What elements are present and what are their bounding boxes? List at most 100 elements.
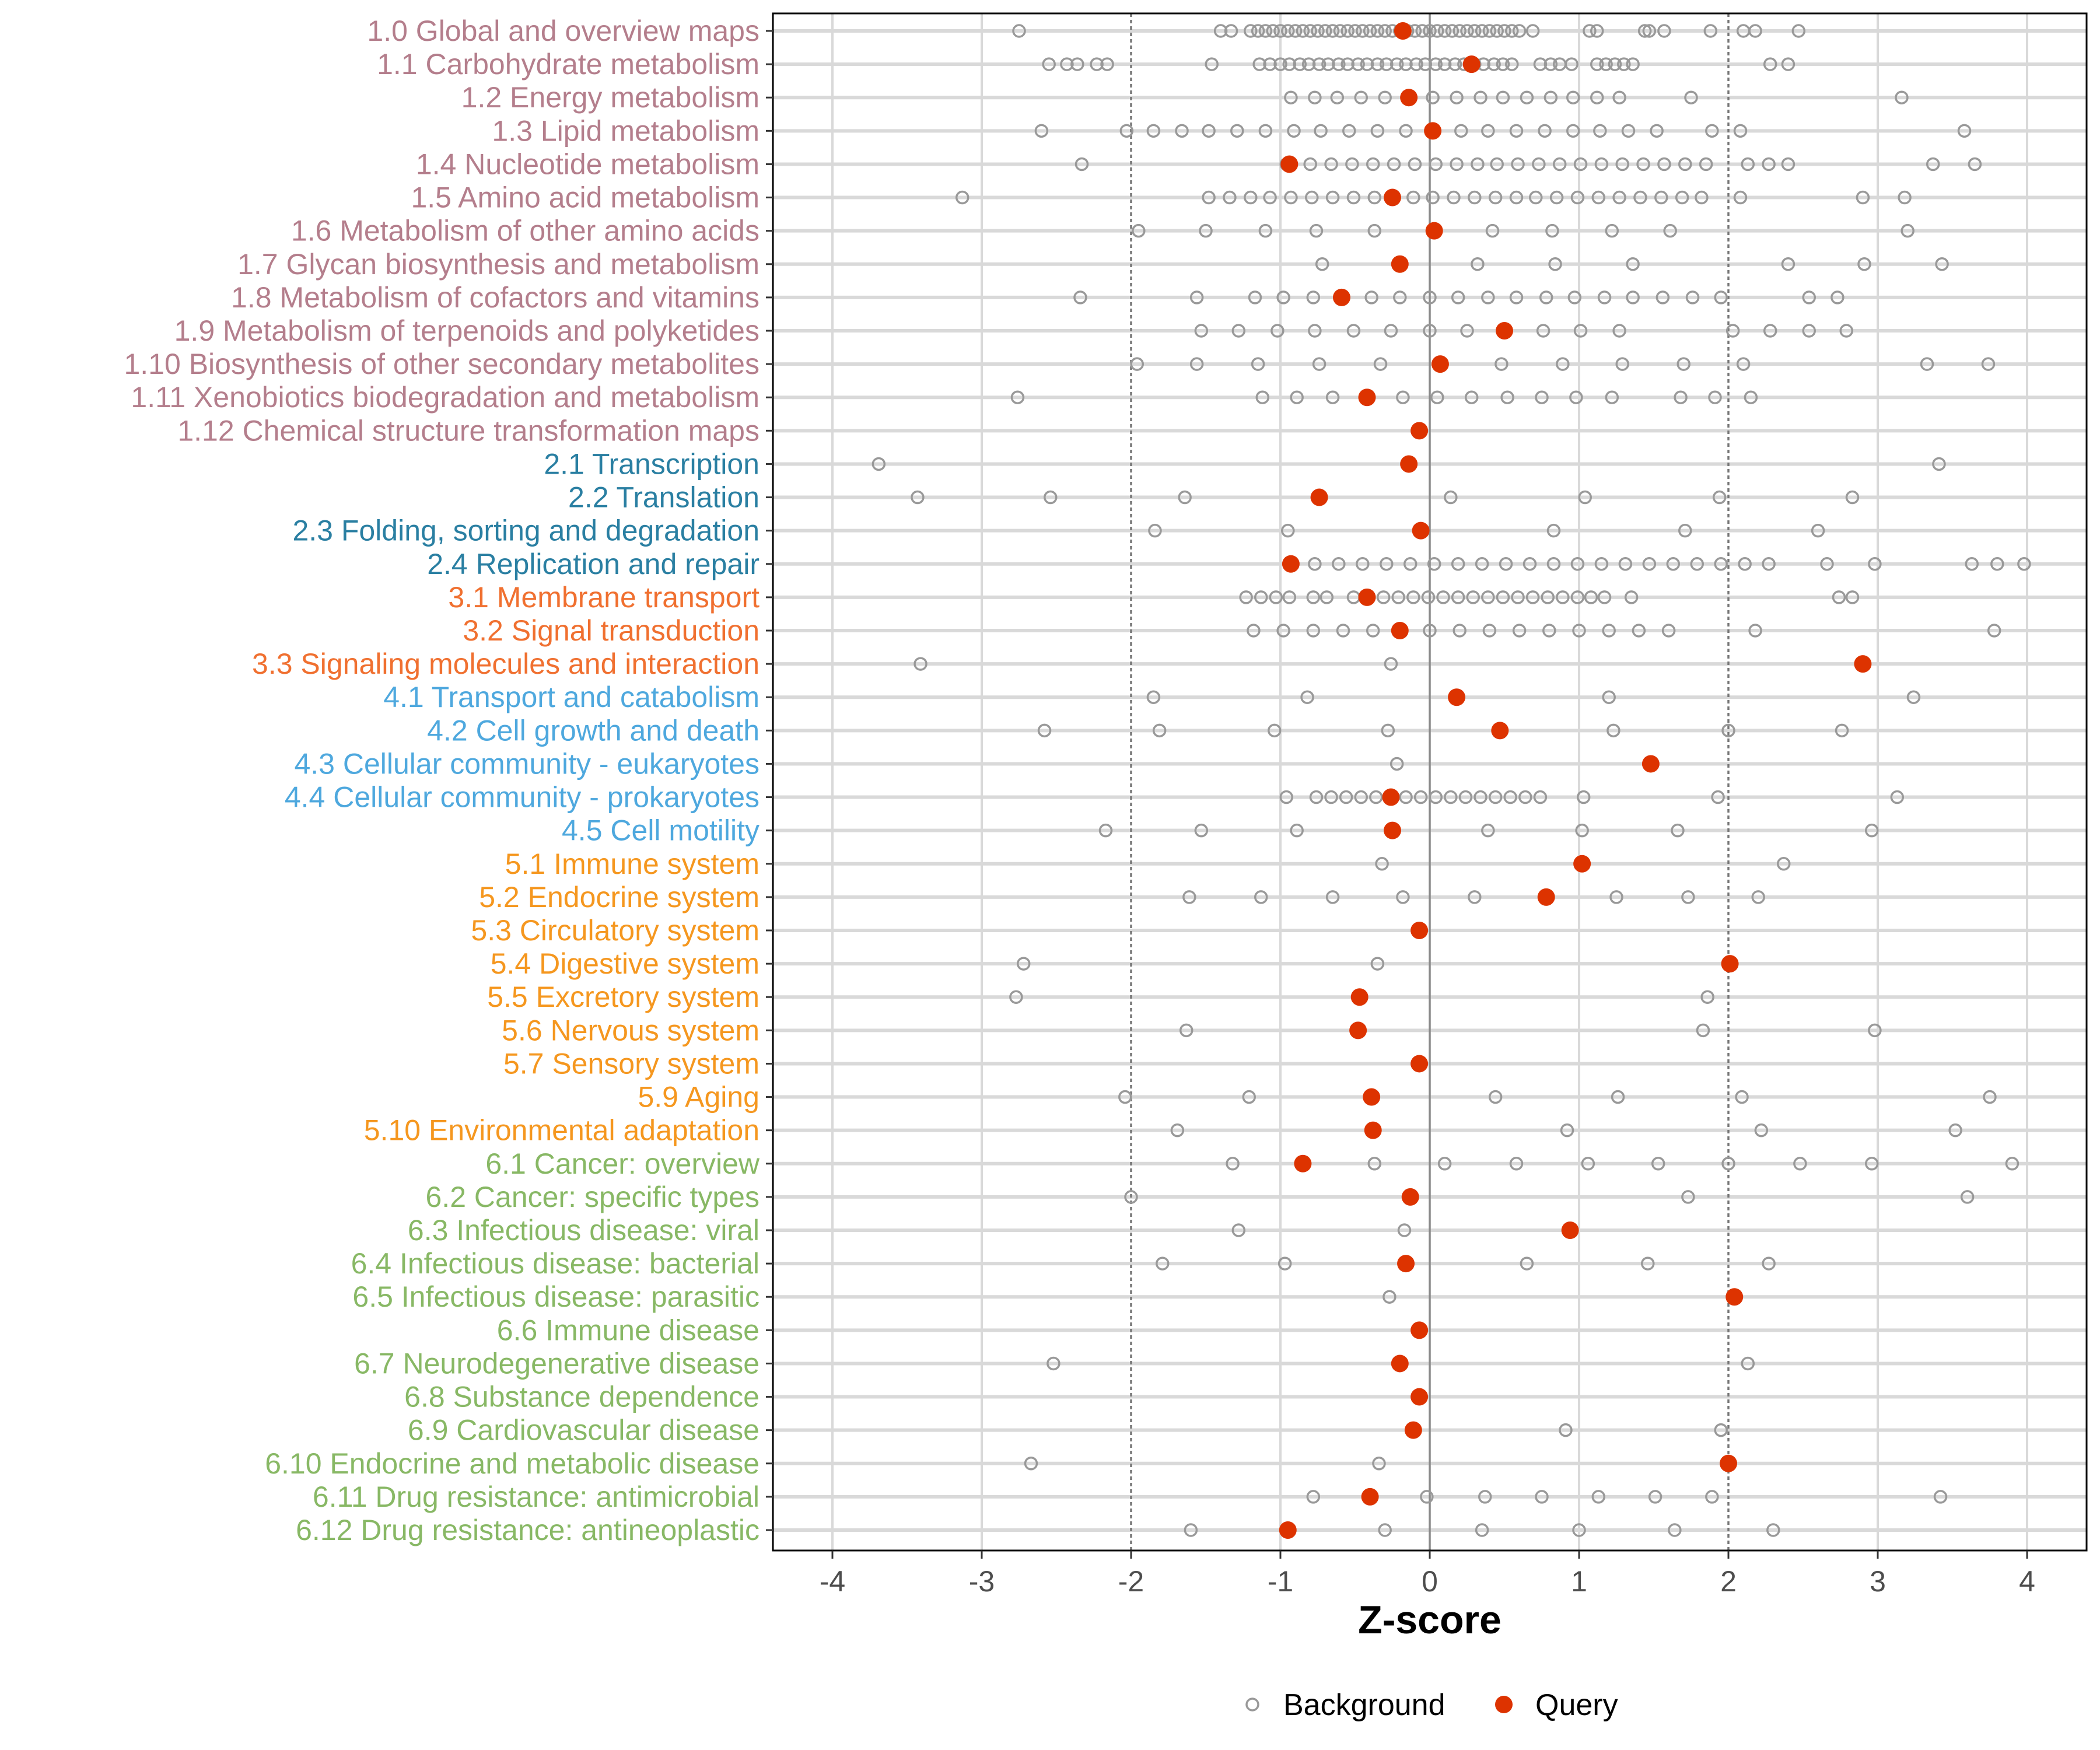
background-point (1529, 190, 1543, 205)
background-point (1656, 290, 1670, 304)
background-point (1258, 223, 1273, 238)
background-point (1124, 1190, 1138, 1204)
background-point (1336, 624, 1350, 638)
background-point (1481, 823, 1495, 838)
y-category-label: 6.2 Cancer: specific types (426, 1181, 760, 1213)
background-point (1609, 890, 1623, 904)
y-category-label: 6.12 Drug resistance: antineoplastic (296, 1514, 760, 1546)
background-point (1391, 590, 1405, 604)
y-category-label: 1.11 Xenobiotics biodegradation and meta… (131, 381, 760, 414)
x-axis-ticks: -4 -3 -2 -1 0 1 2 3 4 (820, 1550, 2035, 1598)
background-point (2005, 1157, 2020, 1171)
background-point (1242, 1090, 1256, 1104)
background-point (1566, 124, 1580, 138)
background-point (1960, 1190, 1975, 1204)
x-tick-label: -1 (1268, 1565, 1293, 1598)
background-point (1545, 223, 1559, 238)
background-point (1381, 723, 1395, 738)
query-point (1561, 1222, 1579, 1239)
background-point (1370, 124, 1385, 138)
y-category-label: 2.4 Replication and repair (427, 548, 760, 580)
background-point (1224, 24, 1238, 38)
background-point (1754, 1123, 1769, 1138)
background-point (1957, 124, 1972, 138)
background-point (1735, 1090, 1749, 1104)
background-point (1525, 590, 1540, 604)
background-point (1130, 357, 1144, 371)
background-point (1458, 790, 1473, 804)
background-point (1046, 1356, 1060, 1371)
background-point (1406, 590, 1420, 604)
background-point (1578, 490, 1592, 505)
background-point (1535, 390, 1549, 404)
background-point (1429, 790, 1443, 804)
background-point (1474, 90, 1488, 104)
background-point (1399, 790, 1413, 804)
background-point (1468, 190, 1482, 205)
background-point (1466, 590, 1480, 604)
background-point (1576, 790, 1591, 804)
background-point (1865, 823, 1879, 838)
background-point (1366, 624, 1380, 638)
background-point (1268, 723, 1282, 738)
background-point (1948, 1123, 1962, 1138)
background-point (1642, 24, 1657, 38)
background-point (1632, 624, 1646, 638)
background-point (1546, 557, 1561, 571)
background-point (1421, 590, 1436, 604)
background-point (1602, 690, 1616, 704)
background-point (1990, 557, 2004, 571)
background-point (1308, 557, 1322, 571)
background-point (1024, 1457, 1038, 1471)
background-point (1396, 890, 1410, 904)
background-point (1447, 190, 1461, 205)
query-point (1425, 222, 1443, 240)
background-point (1661, 624, 1676, 638)
background-point (1539, 290, 1553, 304)
y-category-label: 3.3 Signaling molecules and interaction (252, 648, 760, 680)
background-point (1189, 357, 1204, 371)
background-point (1748, 24, 1762, 38)
background-point (2017, 557, 2031, 571)
background-point (1437, 24, 1452, 38)
y-category-label: 1.3 Lipid metabolism (492, 114, 760, 147)
background-point (1296, 24, 1310, 38)
background-point (1254, 890, 1268, 904)
background-point (1372, 1457, 1386, 1471)
background-point (1478, 1490, 1492, 1504)
background-point (1325, 890, 1340, 904)
background-point (1606, 723, 1620, 738)
background-point (1251, 357, 1265, 371)
background-point (1146, 690, 1161, 704)
background-point (1450, 157, 1464, 172)
background-point (1696, 1023, 1710, 1038)
background-point (1500, 390, 1514, 404)
background-point (1184, 1523, 1198, 1537)
y-category-label: 4.4 Cellular community - prokaryotes (285, 781, 760, 814)
y-category-label: 4.5 Cell motility (562, 814, 760, 847)
query-point (1720, 1454, 1737, 1472)
y-category-label: 5.1 Immune system (505, 848, 760, 880)
background-point (1273, 24, 1287, 38)
background-point (1762, 557, 1776, 571)
background-point (1599, 57, 1613, 71)
background-point (1657, 24, 1671, 38)
background-point (1654, 190, 1668, 205)
background-point (1202, 124, 1216, 138)
background-point (1448, 57, 1462, 71)
background-point (1044, 490, 1058, 505)
query-point (1448, 688, 1466, 706)
background-point (1612, 90, 1626, 104)
background-point (1423, 24, 1437, 38)
background-point (1572, 624, 1586, 638)
background-point (1733, 190, 1748, 205)
background-point (1512, 624, 1527, 638)
background-point (1351, 57, 1365, 71)
background-point (1617, 57, 1631, 71)
background-point (1597, 290, 1612, 304)
background-point (1762, 157, 1776, 172)
background-point (1263, 190, 1277, 205)
query-point (1350, 988, 1368, 1006)
